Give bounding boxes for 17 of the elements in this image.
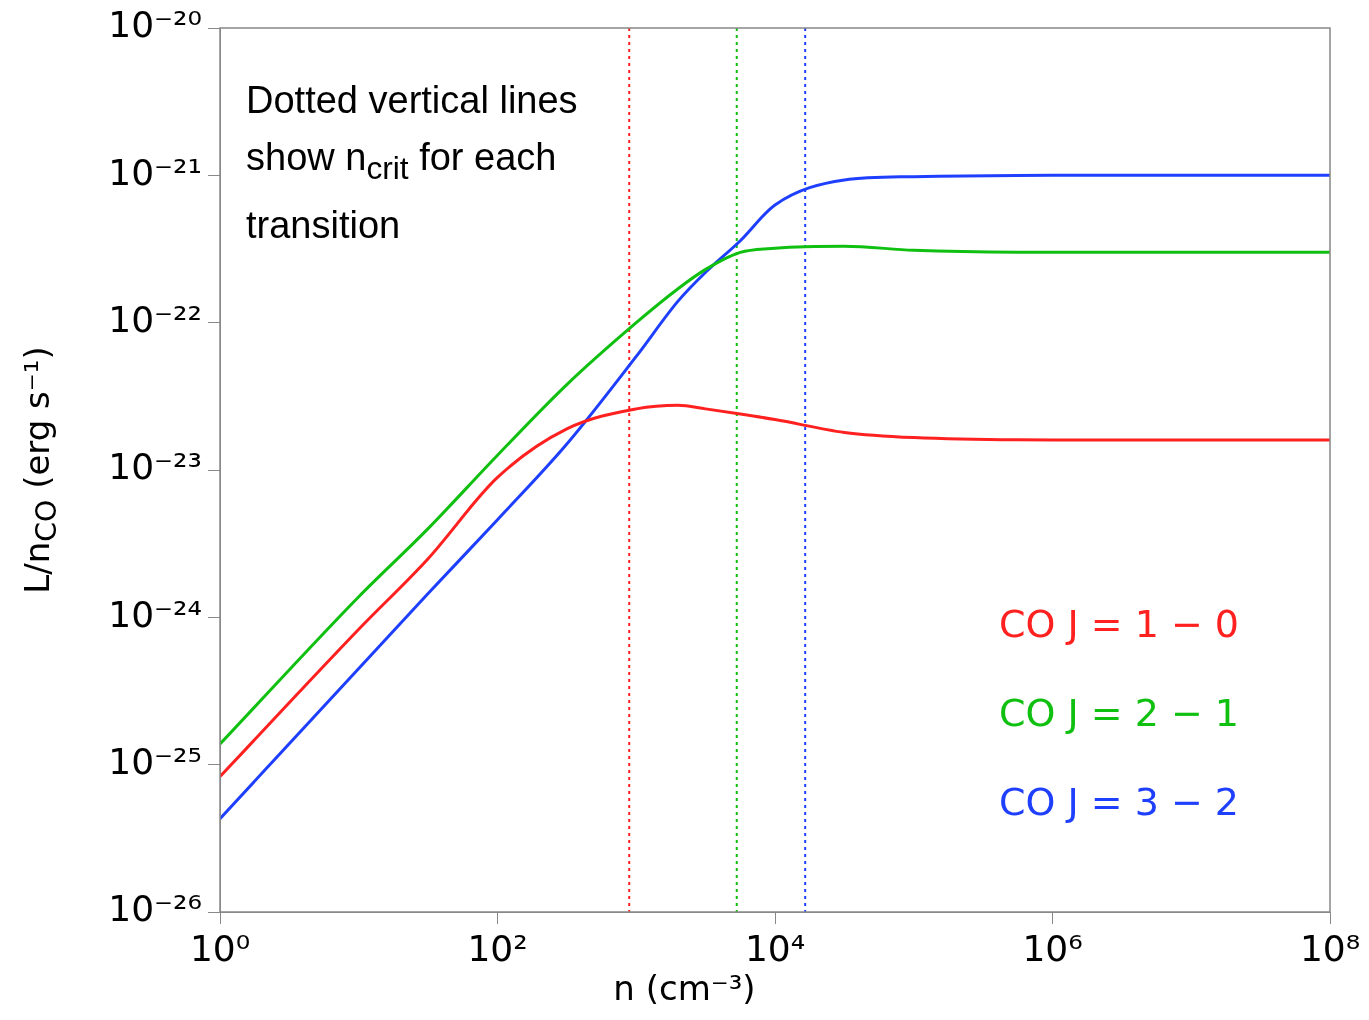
y-tick-label: 10⁻²³ xyxy=(108,446,202,488)
y-tick-label: 10⁻²¹ xyxy=(108,151,202,193)
x-tick-label: 10² xyxy=(467,927,528,969)
y-tick-label: 10⁻²⁰ xyxy=(108,4,202,46)
y-tick-label: 10⁻²⁴ xyxy=(108,593,202,635)
x-axis-title: n (cm⁻³) xyxy=(612,968,757,1008)
y-tick-label: 10⁻²⁶ xyxy=(108,888,202,930)
text: CO J = 1 − 0 xyxy=(998,601,1239,648)
text: CO J = 3 − 2 xyxy=(998,779,1239,826)
y-tick-label: 10⁻²⁵ xyxy=(108,741,202,783)
y-tick-label: 10⁻²² xyxy=(108,299,202,341)
annotation: Dotted vertical lines show n$_{crit}$ for each transition xyxy=(246,78,579,248)
x-tick-label: 10⁰ xyxy=(189,927,251,969)
x-tick-label: 10⁸ xyxy=(1299,927,1361,969)
text: CO J = 2 − 1 xyxy=(998,690,1239,737)
x-tick-label: 10⁴ xyxy=(744,927,806,969)
x-tick-label: 10⁶ xyxy=(1022,927,1083,969)
